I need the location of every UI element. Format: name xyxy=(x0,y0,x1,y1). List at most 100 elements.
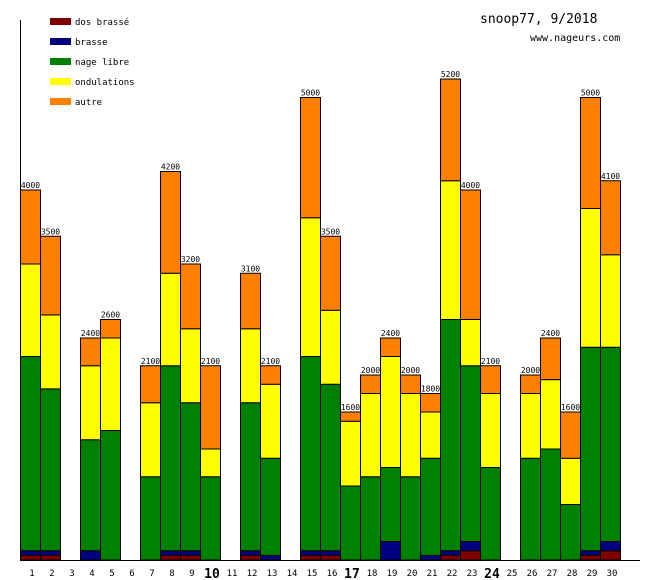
total-label: 5000 xyxy=(301,89,320,98)
bar-segment xyxy=(560,457,581,505)
bar-segment xyxy=(440,550,461,556)
bar-segment xyxy=(20,550,41,556)
bar-segment xyxy=(320,309,341,385)
total-label: 2100 xyxy=(201,357,220,366)
x-tick-label: 24 xyxy=(484,567,500,580)
x-tick-label: 3 xyxy=(69,569,74,579)
chart-subtitle: www.nageurs.com xyxy=(530,33,620,44)
bar-segment xyxy=(400,374,421,394)
bar-segment xyxy=(600,541,621,552)
x-tick-label: 17 xyxy=(344,567,360,580)
x-tick-label: 15 xyxy=(307,569,318,579)
bar-segment xyxy=(420,457,441,556)
x-tick-label: 11 xyxy=(227,569,238,579)
bar-segment xyxy=(20,356,41,552)
x-tick-label: 4 xyxy=(89,569,94,579)
x-tick-label: 12 xyxy=(247,569,258,579)
bar-segment xyxy=(300,554,321,561)
bar-segment xyxy=(140,476,161,561)
bar-segment xyxy=(540,448,561,561)
bar-segment xyxy=(600,550,621,561)
total-label: 1600 xyxy=(561,403,580,412)
total-label: 3200 xyxy=(181,255,200,264)
x-tick-label: 23 xyxy=(467,569,478,579)
total-label: 5000 xyxy=(581,89,600,98)
legend-swatch xyxy=(50,78,71,85)
bar-segment xyxy=(240,550,261,556)
total-label: 2000 xyxy=(361,366,380,375)
bar-segment xyxy=(420,554,441,561)
bar-segment xyxy=(200,365,221,450)
bar-segment xyxy=(480,467,501,561)
total-label: 4200 xyxy=(161,163,180,172)
bar-segment xyxy=(160,171,181,274)
bar-segment xyxy=(40,235,61,316)
bar-segment xyxy=(540,379,561,450)
total-label: 4000 xyxy=(21,181,40,190)
x-tick-label: 1 xyxy=(29,569,34,579)
bar-segment xyxy=(580,346,601,552)
bar-segment xyxy=(400,393,421,478)
bars: 4000350024002600210042003200210031002100… xyxy=(20,70,621,561)
bar-segment xyxy=(440,180,461,320)
bar-segment xyxy=(100,337,121,431)
bar-segment xyxy=(80,337,101,367)
bar-segment xyxy=(460,189,481,320)
x-tick-label: 28 xyxy=(567,569,578,579)
bar-segment xyxy=(20,263,41,357)
x-tick-label: 7 xyxy=(149,569,154,579)
total-label: 2100 xyxy=(141,357,160,366)
x-tick-label: 14 xyxy=(287,569,298,579)
x-tick-label: 18 xyxy=(367,569,378,579)
bar-segment xyxy=(540,337,561,381)
bar-segment xyxy=(140,365,161,404)
bar-segment xyxy=(420,393,441,413)
x-tick-label: 19 xyxy=(387,569,398,579)
x-tick-label: 25 xyxy=(507,569,518,579)
bar-segment xyxy=(200,448,221,478)
bar-segment xyxy=(40,554,61,561)
bar-segment xyxy=(360,374,381,394)
legend-swatch xyxy=(50,38,71,45)
x-tick-label: 10 xyxy=(204,567,220,580)
x-tick-label: 5 xyxy=(109,569,114,579)
legend-swatch xyxy=(50,98,71,105)
bar-segment xyxy=(240,402,261,552)
bar-segment xyxy=(80,365,101,441)
total-label: 4000 xyxy=(461,181,480,190)
total-label: 2100 xyxy=(481,357,500,366)
total-label: 2400 xyxy=(381,329,400,338)
bar-segment xyxy=(340,411,361,422)
x-tick-label: 30 xyxy=(607,569,618,579)
bar-segment xyxy=(460,541,481,552)
bar-segment xyxy=(160,550,181,556)
bar-segment xyxy=(600,254,621,348)
x-tick-label: 21 xyxy=(427,569,438,579)
bar-segment xyxy=(200,476,221,561)
legend-label: dos brassé xyxy=(75,17,129,28)
bar-segment xyxy=(160,272,181,367)
bar-segment xyxy=(460,365,481,542)
bar-segment xyxy=(440,78,461,182)
bar-segment xyxy=(600,180,621,256)
bar-segment xyxy=(520,457,541,561)
legend-swatch xyxy=(50,58,71,65)
bar-segment xyxy=(180,554,201,561)
bar-segment xyxy=(580,208,601,348)
legend: dos brassé brasse nage libre ondulations aut… xyxy=(50,17,135,108)
bar-segment xyxy=(80,439,101,552)
bar-segment xyxy=(380,467,401,542)
bar-segment xyxy=(320,235,341,311)
total-label: 1600 xyxy=(341,403,360,412)
total-label: 3500 xyxy=(321,227,340,236)
bar-segment xyxy=(240,272,261,330)
bar-segment xyxy=(240,328,261,404)
bar-segment xyxy=(360,476,381,561)
total-label: 2400 xyxy=(81,329,100,338)
bar-segment xyxy=(100,319,121,339)
x-tick-label: 8 xyxy=(169,569,174,579)
total-label: 2000 xyxy=(521,366,540,375)
bar-segment xyxy=(240,554,261,561)
bar-segment xyxy=(40,388,61,552)
x-tick-label: 16 xyxy=(327,569,338,579)
